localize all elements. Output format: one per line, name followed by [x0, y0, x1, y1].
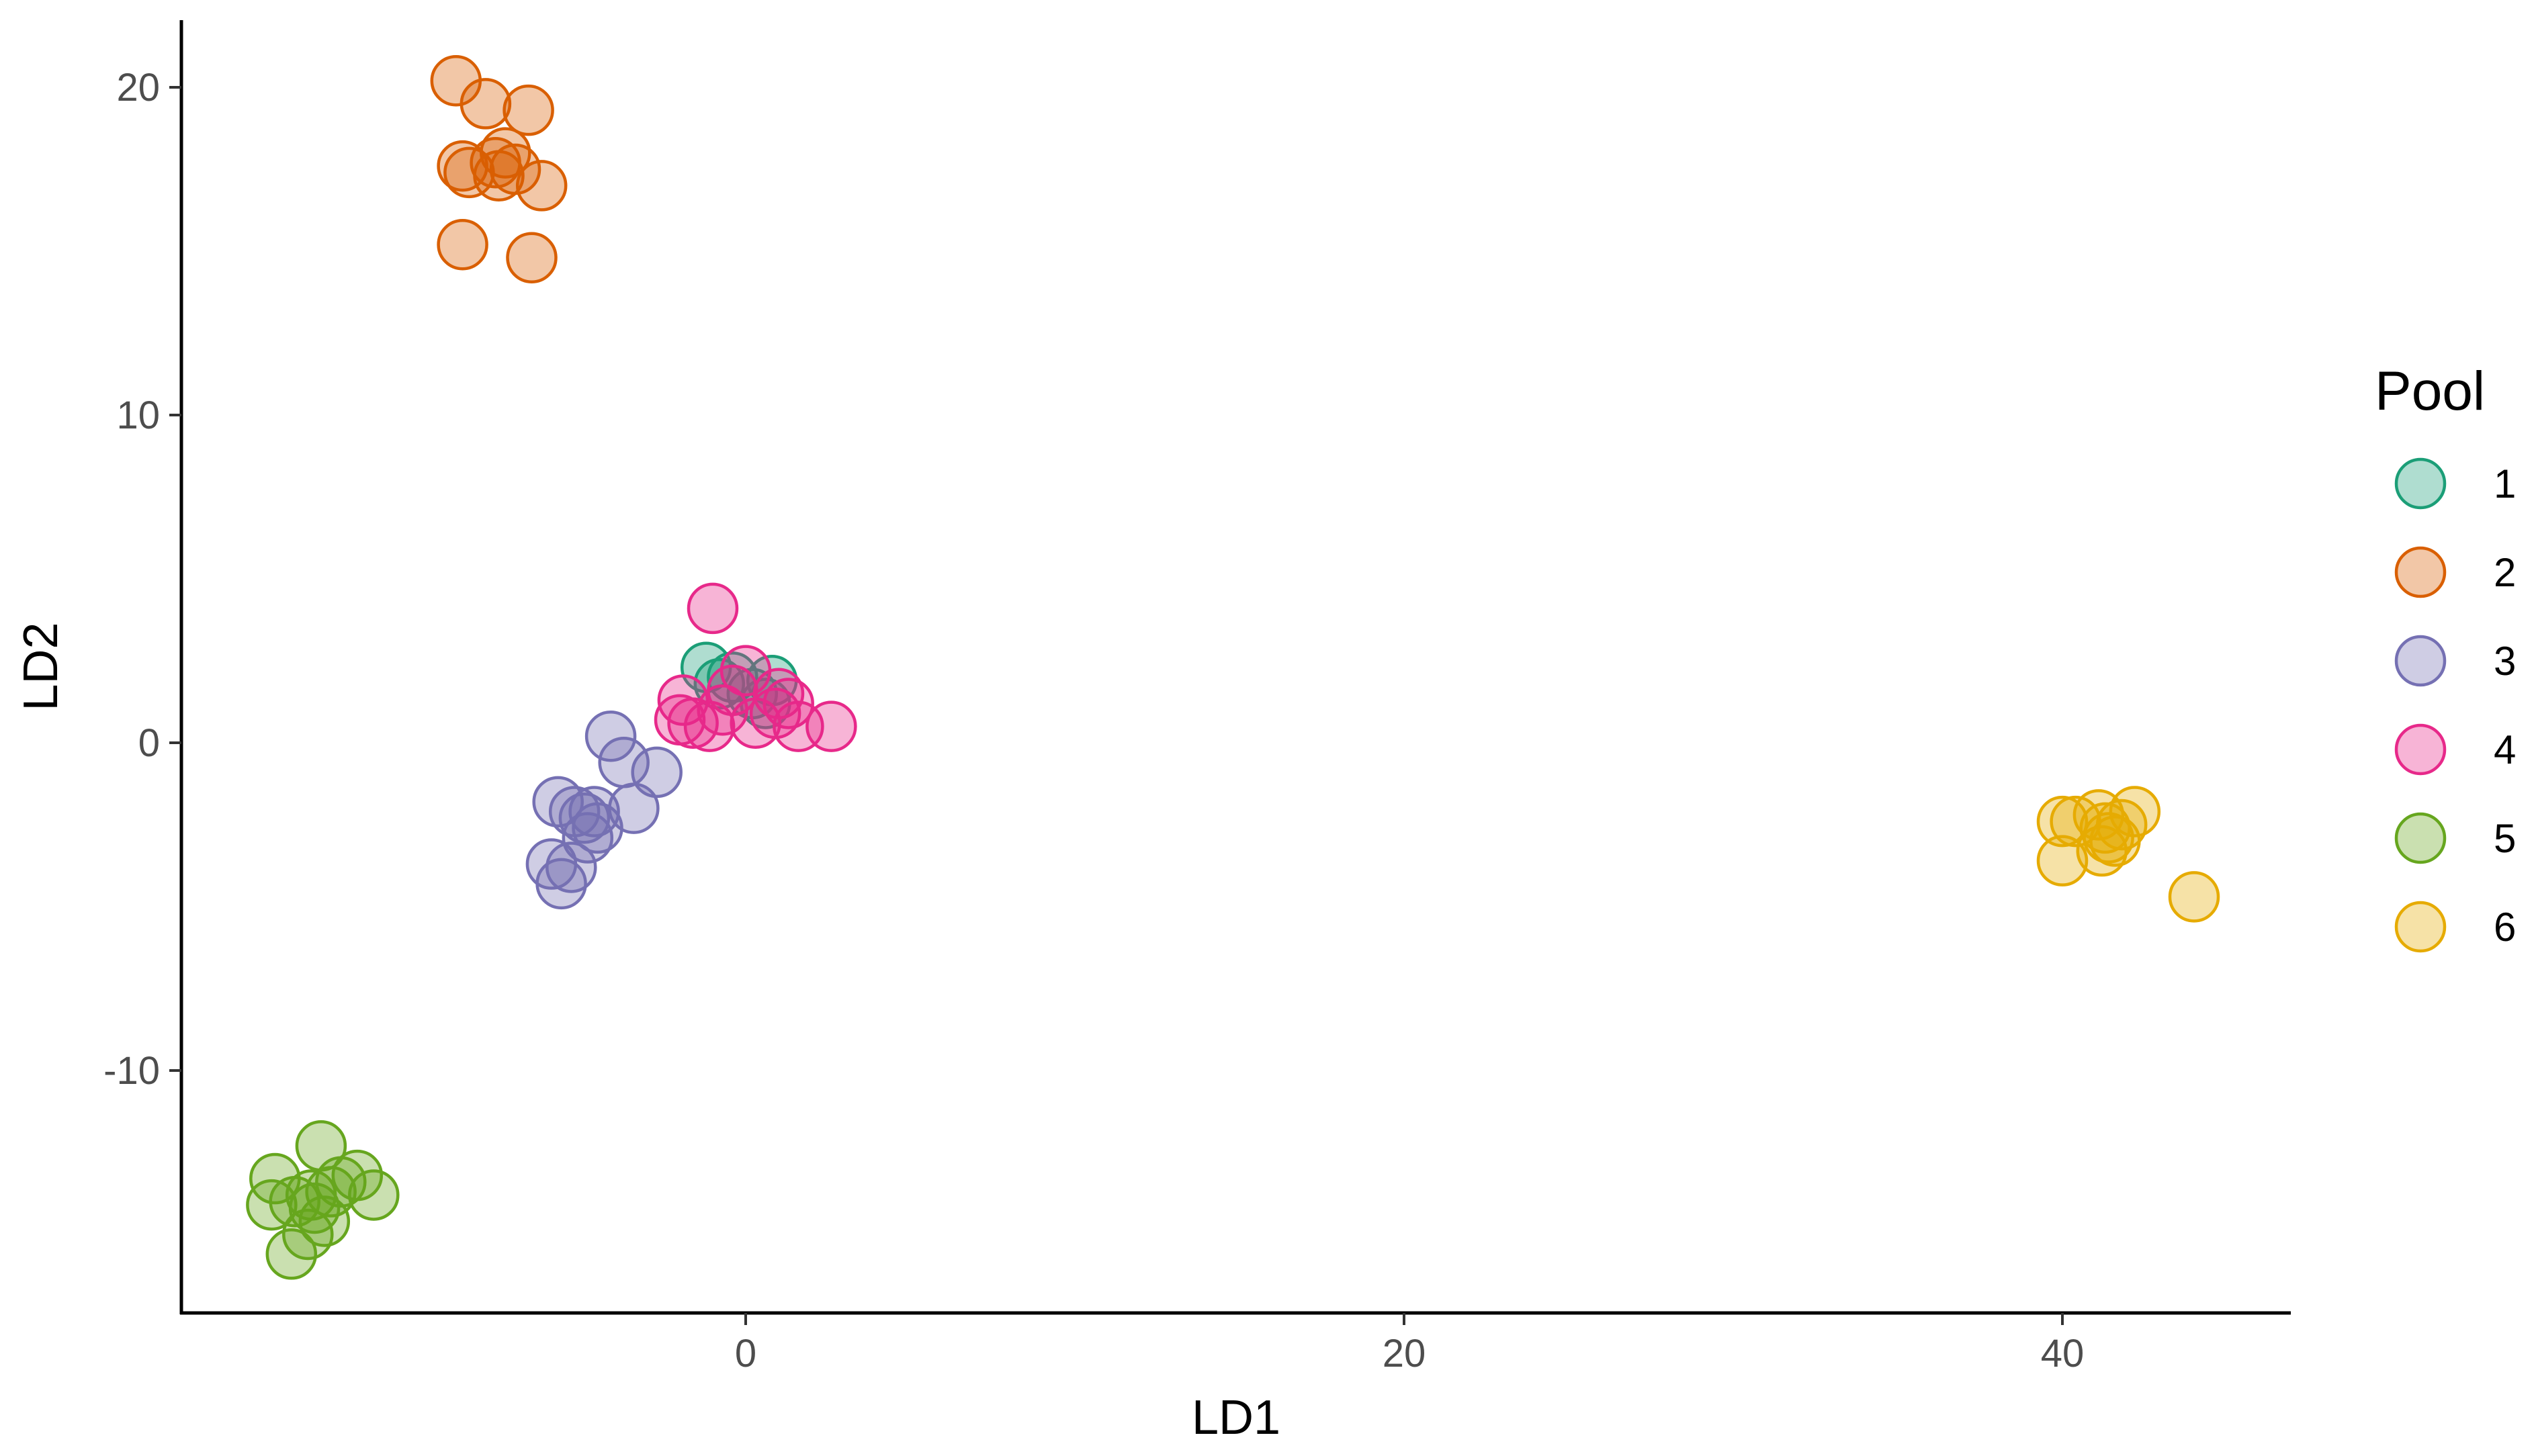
point-pool-6: [2168, 871, 2220, 923]
point-pool-3: [572, 802, 623, 854]
point-pool-5: [288, 1182, 341, 1234]
point-pool-2: [506, 232, 558, 284]
point-pool-2: [437, 218, 488, 271]
point-pool-2: [503, 84, 554, 136]
point-pool-4: [805, 700, 857, 752]
x-tick-label: 0: [735, 1332, 756, 1375]
point-pool-3: [535, 858, 587, 910]
legend-label-6: 6: [2494, 905, 2516, 950]
legend-label-4: 4: [2494, 727, 2516, 772]
point-pool-6: [2109, 786, 2161, 837]
x-axis-ticks: 0 20 40: [735, 1313, 2084, 1375]
legend-key-6: [2394, 901, 2447, 953]
legend-label-5: 5: [2494, 816, 2516, 861]
point-pool-6: [2036, 835, 2089, 886]
legend-key-3: [2394, 635, 2447, 687]
legend-key-5: [2394, 812, 2447, 864]
data-points: [246, 54, 2220, 1280]
point-pool-2: [473, 150, 525, 202]
point-pool-4: [752, 668, 805, 720]
point-pool-4: [687, 582, 739, 635]
point-pool-3: [545, 841, 597, 893]
point-pool-2: [460, 78, 512, 130]
point-pool-3: [631, 746, 683, 799]
legend-title: Pool: [2375, 361, 2485, 422]
point-pool-3: [584, 710, 637, 762]
x-tick-label: 40: [2041, 1332, 2085, 1375]
legend-label-2: 2: [2494, 550, 2516, 595]
legend-key-2: [2394, 546, 2447, 598]
point-pool-4: [667, 697, 719, 749]
legend-key-1: [2394, 457, 2447, 510]
x-axis-title: LD1: [1192, 1391, 1280, 1445]
y-tick-label: 10: [116, 394, 160, 437]
legend-label-1: 1: [2494, 461, 2516, 506]
point-pool-6: [2083, 812, 2134, 864]
x-tick-label: 20: [1383, 1332, 1426, 1375]
point-pool-4: [707, 664, 758, 717]
point-pool-2: [515, 160, 568, 212]
y-axis-title: LD2: [14, 622, 68, 711]
legend-label-3: 3: [2494, 639, 2516, 684]
point-pool-3: [562, 812, 614, 864]
legend-items: 1 2 3 4 5 6: [2394, 457, 2516, 953]
point-pool-5: [348, 1169, 400, 1221]
y-tick-label: -10: [103, 1049, 160, 1093]
y-axis-ticks: -10 0 10 20: [103, 66, 181, 1093]
legend: Pool 1 2 3 4 5 6: [2375, 361, 2516, 953]
y-tick-label: 20: [116, 66, 160, 109]
legend-key-4: [2394, 723, 2447, 776]
y-tick-label: 0: [138, 721, 160, 765]
